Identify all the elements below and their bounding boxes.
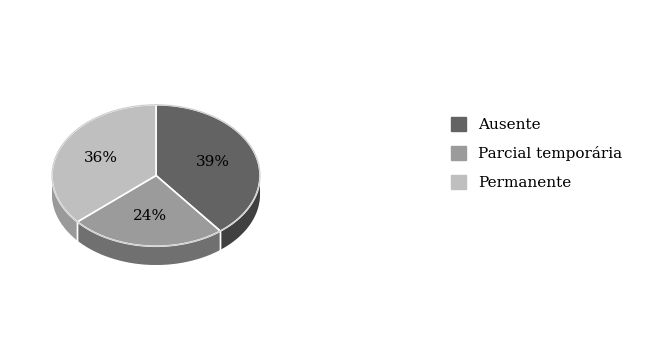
- PathPatch shape: [52, 176, 77, 240]
- PathPatch shape: [52, 105, 156, 222]
- Text: 24%: 24%: [134, 209, 167, 223]
- Text: 39%: 39%: [196, 155, 230, 169]
- Legend: Ausente, Parcial temporária, Permanente: Ausente, Parcial temporária, Permanente: [444, 111, 628, 196]
- PathPatch shape: [77, 222, 220, 265]
- PathPatch shape: [220, 176, 260, 250]
- Text: 36%: 36%: [84, 152, 118, 165]
- Ellipse shape: [52, 124, 260, 265]
- PathPatch shape: [77, 176, 220, 246]
- PathPatch shape: [156, 105, 260, 231]
